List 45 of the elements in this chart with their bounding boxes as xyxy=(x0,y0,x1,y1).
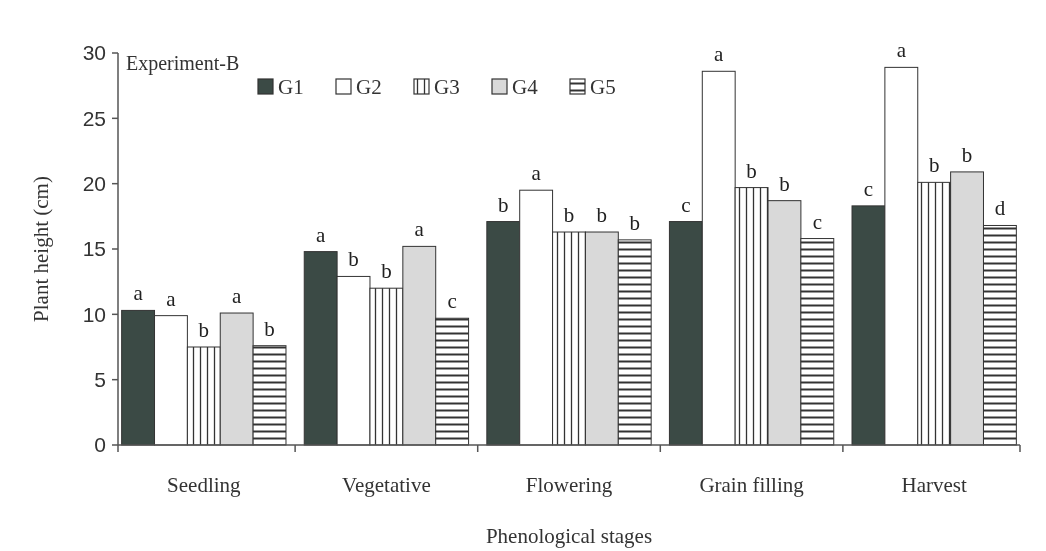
data-label: c xyxy=(863,176,874,201)
data-label: c xyxy=(812,209,822,234)
data-label: d xyxy=(994,196,1006,221)
data-label: b xyxy=(264,316,275,341)
data-label: b xyxy=(381,259,392,284)
data-label: c xyxy=(681,192,691,217)
annotation: Experiment-B xyxy=(126,52,240,75)
x-axis-title: Phenological stages xyxy=(485,524,653,548)
data-label: b xyxy=(746,158,757,183)
data-label: a xyxy=(133,281,144,306)
data-label: a xyxy=(414,217,425,242)
data-label: a xyxy=(232,284,243,309)
data-label: a xyxy=(531,161,542,186)
y-tick-label: 20 xyxy=(82,172,106,196)
data-label: b xyxy=(961,142,973,167)
x-tick-label: Seedling xyxy=(167,473,242,497)
data-label: b xyxy=(348,247,359,272)
legend-label: G3 xyxy=(434,75,460,99)
data-label: b xyxy=(498,192,509,217)
legend-label: G2 xyxy=(356,75,382,99)
data-label: b xyxy=(779,171,790,196)
y-tick-label: 0 xyxy=(94,433,106,457)
data-label: b xyxy=(629,210,640,235)
data-label: b xyxy=(596,203,608,228)
data-label: b xyxy=(563,203,575,228)
legend-label: G5 xyxy=(590,75,616,99)
data-label: b xyxy=(928,153,940,178)
x-tick-label: Flowering xyxy=(525,473,613,497)
y-tick-label: 30 xyxy=(82,41,106,65)
y-axis-title: Plant height (cm) xyxy=(29,176,53,322)
y-tick-label: 15 xyxy=(82,237,106,261)
x-tick-label: Harvest xyxy=(901,473,967,497)
data-label: a xyxy=(714,42,725,67)
data-label: c xyxy=(447,289,457,314)
data-label: a xyxy=(166,286,177,311)
y-tick-label: 10 xyxy=(82,302,106,326)
legend-label: G1 xyxy=(278,75,304,99)
data-label: b xyxy=(198,318,210,342)
data-label: a xyxy=(316,222,327,247)
legend-label: G4 xyxy=(512,75,539,99)
y-tick-label: 25 xyxy=(82,106,106,130)
x-tick-label: Vegetative xyxy=(342,473,431,497)
y-tick-label: 5 xyxy=(94,368,106,392)
x-tick-label: Grain filling xyxy=(699,473,805,497)
data-label: a xyxy=(896,38,907,63)
